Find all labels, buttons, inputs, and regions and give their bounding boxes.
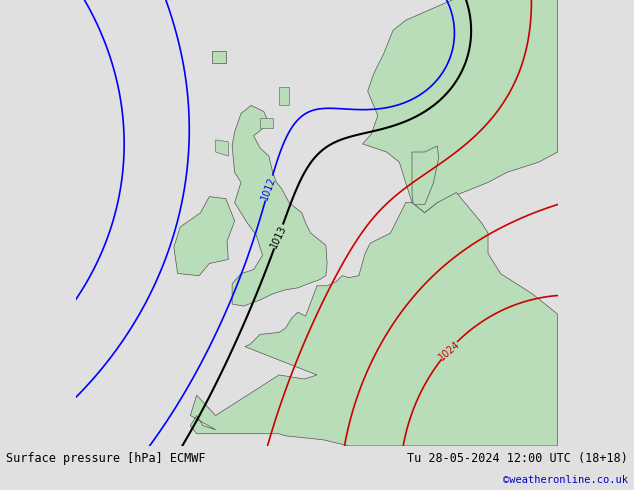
Polygon shape xyxy=(279,87,289,105)
Text: 1024: 1024 xyxy=(436,339,462,362)
Text: 1013: 1013 xyxy=(269,223,288,250)
Polygon shape xyxy=(190,193,558,446)
Polygon shape xyxy=(212,50,226,63)
Text: Surface pressure [hPa] ECMWF: Surface pressure [hPa] ECMWF xyxy=(6,452,206,465)
Polygon shape xyxy=(260,118,273,128)
Polygon shape xyxy=(363,0,558,213)
Polygon shape xyxy=(412,146,439,205)
Text: ©weatheronline.co.uk: ©weatheronline.co.uk xyxy=(503,475,628,485)
Polygon shape xyxy=(216,140,228,156)
Text: 1012: 1012 xyxy=(260,175,278,201)
Text: 1008: 1008 xyxy=(13,430,40,450)
Polygon shape xyxy=(174,196,235,276)
Text: Tu 28-05-2024 12:00 UTC (18+18): Tu 28-05-2024 12:00 UTC (18+18) xyxy=(407,452,628,465)
Polygon shape xyxy=(232,105,327,306)
Text: 1000: 1000 xyxy=(16,261,40,286)
Text: 1020: 1020 xyxy=(593,185,619,199)
